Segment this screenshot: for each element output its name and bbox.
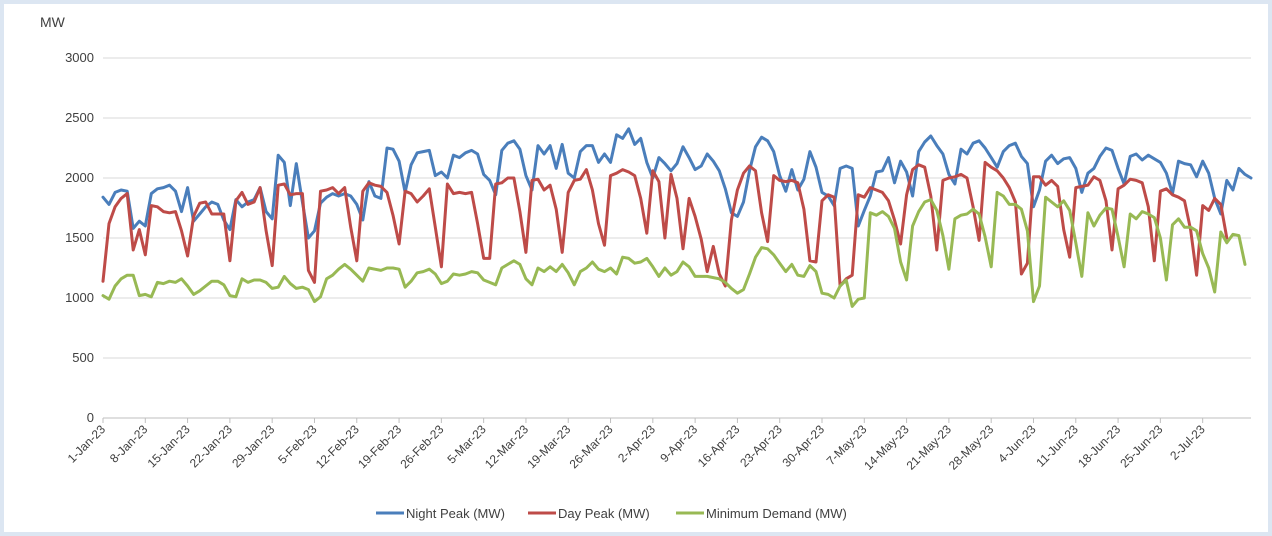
x-tick-label: 28-May-23 — [946, 422, 997, 473]
x-tick-label: 2-Apr-23 — [615, 422, 658, 465]
y-axis-ticks: 0 500 1000 1500 2000 2500 3000 — [65, 50, 94, 425]
x-axis-ticks: 1-Jan-238-Jan-2315-Jan-2322-Jan-2329-Jan… — [65, 418, 1208, 473]
x-tick-label: 11-Jun-23 — [1033, 422, 1081, 470]
y-tick-label: 0 — [87, 410, 94, 425]
legend-label: Day Peak (MW) — [558, 506, 650, 521]
x-tick-label: 29-Jan-23 — [229, 422, 277, 470]
y-tick-label: 500 — [72, 350, 94, 365]
x-tick-label: 26-Mar-23 — [567, 422, 616, 471]
x-tick-label: 1-Jan-23 — [65, 422, 109, 466]
x-tick-label: 9-Apr-23 — [657, 422, 700, 465]
x-tick-label: 14-May-23 — [861, 422, 912, 473]
series-line-2 — [101, 160, 1229, 288]
y-tick-label: 1500 — [65, 230, 94, 245]
y-axis-unit-label: MW — [40, 14, 66, 30]
chart-frame: MW 0 500 1000 1500 2000 2500 3000 1-Jan-23 8-Ja… — [4, 4, 1268, 532]
x-tick-label: 23-Apr-23 — [737, 422, 785, 470]
y-tick-label: 2500 — [65, 110, 94, 125]
x-tick-label: 25-Jun-23 — [1117, 422, 1165, 470]
x-tick-label: 2-Jul-23 — [1167, 422, 1208, 463]
series-line-1 — [101, 127, 1253, 240]
y-tick-label: 3000 — [65, 50, 94, 65]
legend-label: Night Peak (MW) — [406, 506, 505, 521]
x-tick-label: 8-Jan-23 — [107, 422, 151, 466]
legend-label: Minimum Demand (MW) — [706, 506, 847, 521]
x-tick-label: 26-Feb-23 — [397, 422, 446, 471]
y-tick-label: 2000 — [65, 170, 94, 185]
x-tick-label: 4-Jun-23 — [995, 422, 1039, 466]
legend: Night Peak (MW) Day Peak (MW) Minimum Dema… — [376, 506, 847, 521]
x-tick-label: 15-Jan-23 — [145, 422, 193, 470]
x-tick-label: 12-Feb-23 — [313, 422, 362, 471]
x-tick-label: 30-Apr-23 — [779, 422, 827, 470]
y-tick-label: 1000 — [65, 290, 94, 305]
series-line-3 — [101, 190, 1247, 308]
x-tick-label: 21-May-23 — [904, 422, 955, 473]
x-tick-label: 22-Jan-23 — [187, 422, 235, 470]
line-chart: MW 0 500 1000 1500 2000 2500 3000 1-Jan-238-Ja… — [40, 14, 1253, 521]
x-tick-label: 12-Mar-23 — [482, 422, 531, 471]
x-tick-label: 18-Jun-23 — [1075, 422, 1123, 470]
x-tick-label: 19-Mar-23 — [524, 422, 573, 471]
x-tick-label: 16-Apr-23 — [695, 422, 743, 470]
series-lines — [101, 127, 1253, 308]
x-tick-label: 19-Feb-23 — [355, 422, 404, 471]
